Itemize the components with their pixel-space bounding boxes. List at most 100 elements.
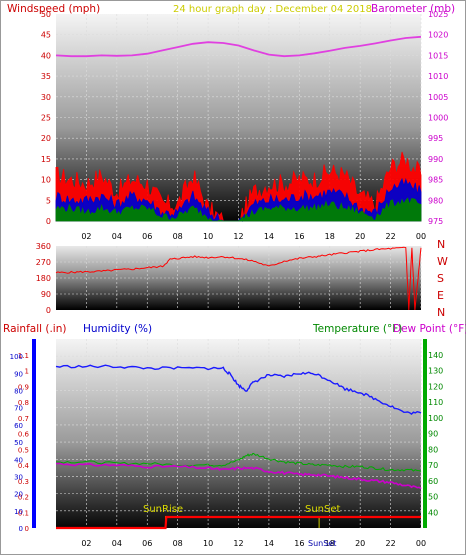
- wind-tick-label: 45: [41, 31, 51, 40]
- x-tick-label: 22: [385, 539, 395, 548]
- compass-letter: N: [437, 306, 445, 319]
- x-tick-label: 16: [294, 539, 304, 548]
- temperature-tick-label: 40: [428, 508, 438, 517]
- rainfall-line: [56, 515, 421, 530]
- barometer-tick-label: 1020: [428, 31, 448, 40]
- x-tick-label: 04: [112, 539, 122, 548]
- dewpoint-axis-title: Dew Point (°F): [393, 323, 466, 335]
- wind-tick-label: 35: [41, 72, 51, 81]
- direction-tick-label: 360: [36, 242, 51, 251]
- wind-tick-label: 25: [41, 114, 51, 123]
- wind-tick-label: 30: [41, 93, 51, 102]
- humidity-tick-label: 70: [14, 405, 23, 413]
- rain-tick-label: 0.5: [18, 446, 29, 454]
- x-tick-label: 08: [173, 539, 183, 548]
- x-tick-label: 02: [81, 539, 91, 548]
- rain-tick-label: 0.6: [18, 431, 30, 439]
- humidity-axis-title: Humidity (%): [83, 323, 152, 335]
- temperature-tick-label: 140: [428, 351, 443, 360]
- temperature-tick-label: 100: [428, 414, 443, 423]
- x-tick-label: 02: [81, 232, 91, 241]
- barometer-tick-label: 995: [428, 134, 443, 143]
- rain-tick-label: 1: [25, 368, 29, 376]
- wind-tick-label: 5: [46, 196, 51, 205]
- humidity-tick-label: 60: [14, 422, 23, 430]
- humidity-tick-label: 30: [14, 473, 23, 481]
- humidity-tick-label: 20: [14, 491, 23, 499]
- sunset-label: SunSet: [305, 504, 341, 515]
- wind-tick-label: 10: [41, 176, 51, 185]
- x-tick-label: 22: [385, 232, 395, 241]
- rain-tick-label: 0.3: [18, 478, 29, 486]
- temperature-axis-bar: [423, 339, 427, 528]
- rain-tick-label: 0.4: [18, 462, 30, 470]
- x-tick-label: 14: [264, 539, 274, 548]
- humidity-tick-label: 100: [10, 353, 23, 361]
- barometer-axis-title: Barometer (mb): [371, 3, 455, 15]
- x-tick-label: 12: [233, 539, 243, 548]
- wind-tick-label: 40: [41, 51, 51, 60]
- temperature-tick-label: 130: [428, 367, 443, 376]
- humidity-axis-bar: [32, 339, 36, 528]
- barometer-tick-label: 1000: [428, 114, 448, 123]
- x-tick-label: 12: [233, 232, 243, 241]
- x-tick-label: 06: [142, 232, 152, 241]
- rain-tick-label: 0.2: [18, 494, 29, 502]
- temperature-tick-label: 60: [428, 477, 438, 486]
- graph-date-title: 24 hour graph day : December 04 2018: [173, 4, 372, 15]
- humidity-tick-label: 80: [14, 388, 23, 396]
- wind-tick-label: 50: [41, 10, 51, 19]
- x-tick-label: 00: [416, 232, 426, 241]
- temperature-tick-label: 50: [428, 493, 438, 502]
- x-tick-label: 20: [355, 539, 365, 548]
- direction-series: [55, 246, 422, 311]
- humidity-tick-label: 0: [19, 525, 23, 533]
- x-tick-label: 08: [173, 232, 183, 241]
- windspeed-axis-title: Windspeed (mph): [7, 3, 100, 15]
- humidity-tick-label: 50: [14, 439, 23, 447]
- temperature-tick-label: 120: [428, 382, 443, 391]
- compass-letter: W: [437, 255, 448, 268]
- humidity-tick-label: 10: [14, 508, 23, 516]
- wind-tick-label: 15: [41, 155, 51, 164]
- barometer-tick-label: 1025: [428, 10, 448, 19]
- windspeed-series: [55, 197, 422, 222]
- temperature-tick-label: 90: [428, 430, 438, 439]
- x-tick-label: 06: [142, 539, 152, 548]
- barometer-tick-label: 980: [428, 196, 443, 205]
- wind-series: [55, 35, 422, 222]
- barometer-line: [55, 35, 422, 58]
- rain-tick-label: 0.7: [18, 415, 29, 423]
- compass-letter: S: [437, 272, 444, 285]
- temperature-tick-label: 80: [428, 445, 438, 454]
- x-tick-label: 04: [112, 232, 122, 241]
- compass-letter: E: [437, 289, 444, 302]
- temperature-tick-label: 110: [428, 398, 443, 407]
- axis-labels: 0510152025303540455097598098599099510001…: [10, 10, 449, 548]
- x-tick-label: 10: [203, 539, 213, 548]
- rain-tick-label: 0: [25, 525, 29, 533]
- humidity-tick-label: 40: [14, 456, 23, 464]
- sunrise-label: SunRise: [143, 504, 183, 515]
- humidity-line: [55, 364, 422, 416]
- wind-tick-label: 0: [46, 217, 51, 226]
- temperature-line: [55, 453, 422, 472]
- direction-grid: [56, 246, 422, 310]
- compass-letters: N W S E N: [437, 238, 448, 319]
- direction-tick-label: 0: [46, 306, 51, 315]
- barometer-tick-label: 975: [428, 217, 443, 226]
- climate-grid: [56, 339, 422, 528]
- direction-tick-label: 90: [41, 290, 51, 299]
- x-tick-label: 14: [264, 232, 274, 241]
- dew-point-line: [55, 462, 422, 490]
- rain-tick-label: 0.9: [18, 383, 29, 391]
- rain-tick-label: 0.8: [18, 399, 29, 407]
- rain-tick-label: 0.1: [18, 509, 29, 517]
- rainfall-axis-title: Rainfall (.in): [3, 323, 66, 335]
- temperature-tick-label: 70: [428, 461, 438, 470]
- direction-tick-label: 270: [36, 258, 51, 267]
- x-tick-label: 18: [325, 232, 335, 241]
- humidity-tick-label: 90: [14, 370, 23, 378]
- x-tick-label: 00: [416, 539, 426, 548]
